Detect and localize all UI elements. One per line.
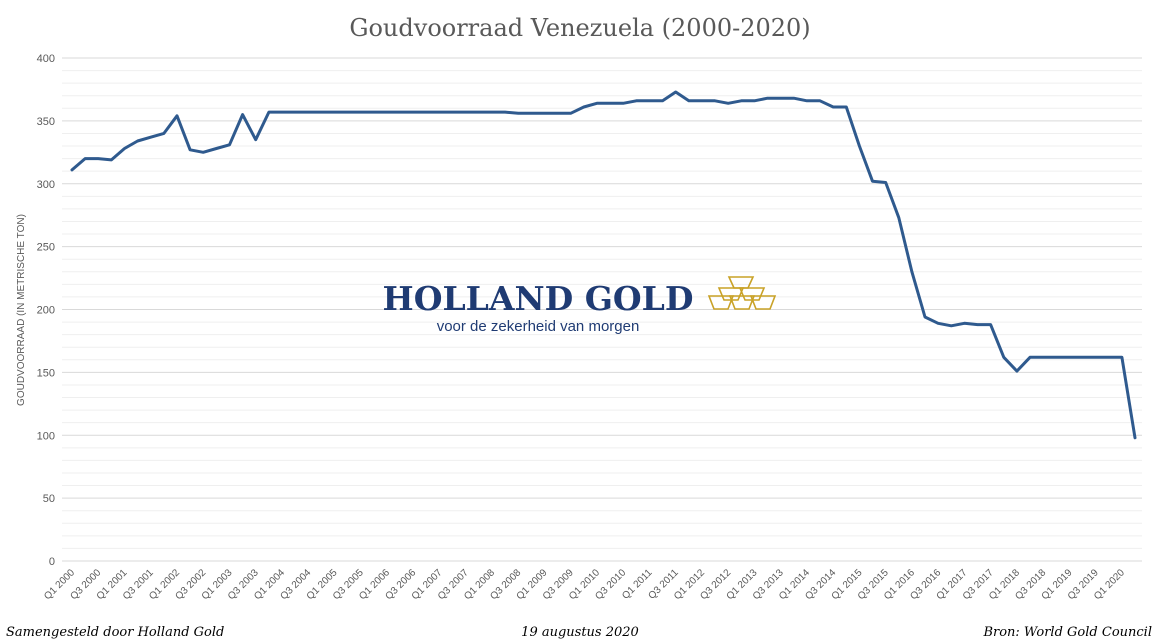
y-tick-label: 0 [49,556,55,568]
holland-gold-logo: HOLLAND GOLD voor de zekerheid van morge… [383,276,777,335]
series-line [70,90,1137,440]
y-tick-label: 200 [37,305,55,317]
y-tick-label: 150 [37,367,55,379]
logo-tagline: voor de zekerheid van morgen [437,318,640,335]
gold-bars-icon [707,276,777,310]
footer-date: 19 augustus 2020 [521,625,639,640]
y-tick-label: 300 [37,179,55,191]
chart-title: Goudvoorraad Venezuela (2000-2020) [349,14,810,42]
y-tick-label: 400 [37,53,55,65]
gridlines [62,57,1142,562]
footer-source: Bron: World Gold Council [983,625,1152,640]
footer-compiled-by: Samengesteld door Holland Gold [6,625,225,640]
y-axis-label: GOUDVOORRAAD (IN METRISCHE TON) [16,214,27,406]
y-tick-label: 250 [37,242,55,254]
logo-wordmark: HOLLAND GOLD [383,279,694,318]
y-tick-label: 50 [43,493,55,505]
y-tick-label: 350 [37,116,55,128]
y-tick-label: 100 [37,430,55,442]
y-axis: 0 50 100 150 200 250 300 350 400 [37,53,55,568]
